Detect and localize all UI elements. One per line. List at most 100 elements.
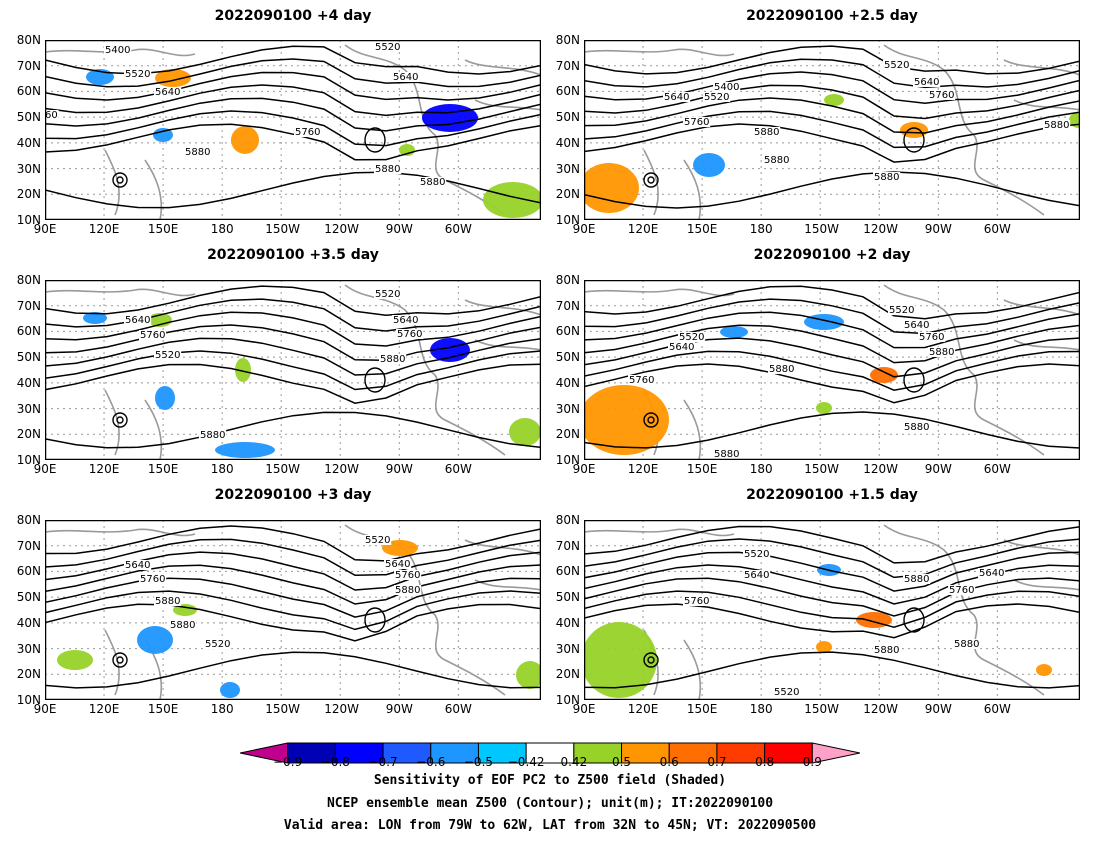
lon-tick-label: 120W (324, 222, 360, 236)
contour-label: 5760 (919, 332, 944, 343)
colorbar-tick-label: 0.8 (755, 755, 775, 769)
contour-label: 5880 (375, 164, 400, 175)
contour-label: 5520 (679, 332, 704, 343)
lat-tick-label: 30N (555, 161, 580, 176)
lon-tick-label: 120E (88, 462, 120, 476)
contour-label: 5520 (125, 69, 150, 80)
colorbar (240, 742, 860, 764)
sensitivity-blob (584, 622, 657, 698)
lon-tick-label: 90W (385, 702, 413, 716)
lat-tick-label: 30N (16, 161, 41, 176)
map-panel-4: 5520 5640 5760 5880 5880 5520 5640 5760 5880 5880 (584, 280, 1080, 460)
lat-tick-label: 70N (16, 298, 41, 313)
sensitivity-blob (816, 641, 832, 653)
lat-tick-label: 40N (16, 375, 41, 390)
map-panel-6: 5520 5640 5760 5880 5880 5880 5760 5640 5520 (584, 520, 1080, 700)
lat-tick-label: 50N (16, 350, 41, 365)
contour-label: 5880 (764, 155, 789, 166)
colorbar-tick-label: 0.6 (659, 755, 679, 769)
lon-tick-label: 90E (33, 702, 57, 716)
colorbar-tick-label: −0.9 (273, 755, 303, 769)
lat-tick-label: 80N (16, 33, 41, 47)
contour-label: 5520 (375, 42, 400, 53)
contour-label: 5760 (629, 375, 654, 386)
contour-label: 5880 (380, 354, 405, 365)
lon-tick-label: 120E (627, 222, 659, 236)
contour-label: 5760 (684, 596, 709, 607)
lat-tick-label: 20N (555, 427, 580, 442)
lat-tick-label: 60N (16, 564, 41, 579)
lat-tick-label: 10N (16, 693, 41, 707)
sensitivity-blob (516, 661, 541, 689)
contour-label: 5640 (125, 315, 150, 326)
lon-tick-label: 90W (924, 462, 952, 476)
lon-tick-label: 120E (88, 702, 120, 716)
contour-label: 5640 (904, 320, 929, 331)
lat-tick-label: 50N (16, 590, 41, 605)
lat-tick-label: 60N (555, 564, 580, 579)
contour-label: 5760 (684, 117, 709, 128)
lon-tick-label: 60W (444, 462, 472, 476)
lat-tick-label: 70N (555, 538, 580, 553)
contour-label: 5760 (395, 570, 420, 581)
lat-tick-label: 40N (16, 135, 41, 150)
lon-tick-label: 150W (804, 462, 839, 476)
lon-tick-label: 150W (804, 222, 839, 236)
lon-tick-label: 90E (572, 702, 596, 716)
lat-tick-label: 80N (555, 33, 580, 47)
lat-tick-label: 50N (555, 110, 580, 125)
lon-tick-label: 120W (863, 222, 899, 236)
lat-tick-label: 10N (555, 693, 580, 707)
lon-tick-label: 60W (444, 222, 472, 236)
lat-tick-label: 30N (16, 641, 41, 656)
contour-label: 5880 (874, 172, 899, 183)
lat-tick-label: 20N (16, 187, 41, 202)
lat-tick-label: 70N (16, 538, 41, 553)
caption-line-1: Sensitivity of EOF PC2 to Z500 field (Sh… (373, 773, 727, 788)
caption-line-2: NCEP ensemble mean Z500 (Contour); unit(… (326, 796, 774, 811)
lon-tick-label: 120E (88, 222, 120, 236)
lon-tick-label: 90E (572, 222, 596, 236)
lon-tick-label: 180 (749, 222, 773, 236)
contour-label: 5760 (140, 330, 165, 341)
lat-tick-label: 80N (555, 273, 580, 287)
sensitivity-blob (215, 442, 275, 458)
lon-tick-label: 150E (686, 462, 718, 476)
lat-tick-label: 60N (555, 324, 580, 339)
contour-label: 5640 (155, 87, 180, 98)
contour-label: 5880 (954, 639, 979, 650)
lat-tick-label: 10N (16, 453, 41, 467)
contour-label: 60 (45, 110, 58, 121)
lon-tick-label: 150W (265, 462, 300, 476)
panel-title-4: 2022090100 +2 day (753, 247, 911, 263)
lon-tick-label: 90E (33, 462, 57, 476)
contour-label: 5880 (874, 645, 899, 656)
sensitivity-blob (693, 153, 725, 177)
lon-tick-label: 150W (265, 702, 300, 716)
sensitivity-blob (83, 312, 107, 324)
contour-label: 5880 (929, 347, 954, 358)
map-panel-2: 5400 5520 5640 5760 5880 5880 5880 5520 5640 5760… (584, 40, 1080, 220)
contour-label: 5880 (754, 127, 779, 138)
contour-label: 5520 (774, 687, 799, 698)
colorbar-tick-label: −0.42 (507, 755, 545, 769)
lat-tick-label: 50N (555, 590, 580, 605)
contour-label: 5520 (704, 92, 729, 103)
contour-label: 5760 (295, 127, 320, 138)
panel-title-1: 2022090100 +4 day (214, 8, 372, 24)
lat-tick-label: 70N (555, 298, 580, 313)
lon-tick-label: 60W (983, 462, 1011, 476)
lat-tick-label: 70N (555, 58, 580, 73)
contour-label: 5520 (884, 60, 909, 71)
lon-tick-label: 60W (983, 702, 1011, 716)
sensitivity-blob (720, 326, 748, 338)
contour-label: 5520 (205, 639, 230, 650)
lon-tick-label: 90E (572, 462, 596, 476)
contour-label: 5520 (889, 305, 914, 316)
sensitivity-blob (900, 122, 928, 138)
sensitivity-blob (804, 314, 844, 330)
lat-tick-label: 80N (16, 273, 41, 287)
lat-tick-label: 20N (555, 667, 580, 682)
contour-label: 5640 (664, 92, 689, 103)
colorbar-tick-label: −0.5 (463, 755, 494, 769)
